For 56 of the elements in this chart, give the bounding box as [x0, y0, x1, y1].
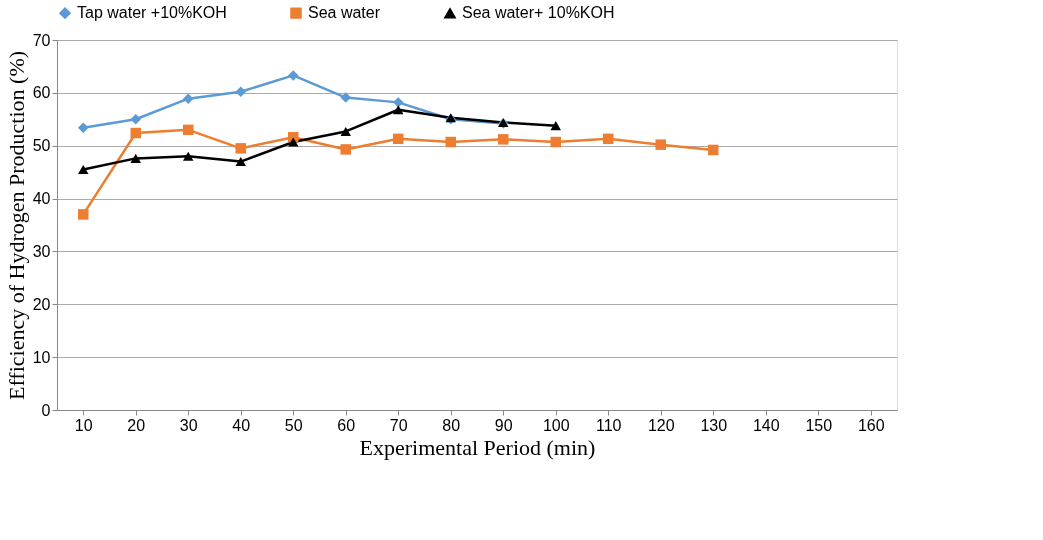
point: [550, 136, 561, 148]
point: [78, 164, 89, 175]
x-tick-label: 20: [127, 416, 146, 434]
y-tick-label: 70: [32, 31, 51, 49]
point: [288, 70, 299, 81]
x-tick-label: 130: [700, 416, 728, 434]
y-axis-title: Efficiency of Hydrogen Production (%): [3, 50, 29, 401]
x-tick-label: 60: [337, 416, 356, 434]
x-tick-label: 160: [857, 416, 885, 434]
point: [235, 157, 246, 167]
x-tick-label: 100: [542, 416, 570, 434]
point: [393, 97, 404, 108]
x-tick-label: 30: [179, 416, 198, 434]
point: [445, 136, 456, 148]
point: [550, 121, 561, 131]
point: [130, 114, 141, 125]
point: [393, 105, 404, 115]
x-tick-label: 10: [74, 416, 93, 434]
point: [340, 126, 351, 136]
point: [235, 86, 246, 98]
x-axis-title: Experimental Period (min): [359, 434, 596, 460]
x-tick-label: 80: [442, 416, 461, 434]
point: [78, 209, 89, 220]
point: [340, 92, 351, 103]
point: [235, 143, 246, 154]
x-tick-label: 50: [284, 416, 303, 434]
legend-label: Tap water +10%KOH: [77, 4, 227, 22]
y-tick-label: 20: [32, 295, 51, 313]
y-tick-label: 10: [32, 348, 51, 366]
x-tick-label: 150: [805, 416, 833, 434]
point: [393, 133, 404, 145]
x-tick-label: 120: [647, 416, 675, 434]
point: [655, 139, 666, 150]
point: [708, 144, 719, 156]
point: [498, 134, 509, 145]
point: [288, 137, 299, 147]
point: [130, 153, 141, 163]
point: [130, 127, 141, 139]
x-tick-label: 140: [752, 416, 780, 434]
y-tick-label: 30: [32, 242, 51, 260]
y-tick-label: 50: [32, 137, 51, 155]
legend-label: Sea water: [308, 4, 381, 22]
point: [340, 144, 351, 155]
x-tick-label: 40: [232, 416, 251, 434]
legend-label: Sea water+ 10%KOH: [462, 4, 615, 22]
y-tick-label: 0: [41, 401, 51, 419]
point: [183, 93, 194, 104]
point: [183, 124, 194, 136]
point: [78, 122, 89, 133]
x-tick-label: 90: [494, 416, 513, 434]
x-tick-label: 70: [389, 416, 408, 434]
y-tick-label: 40: [32, 190, 51, 208]
y-tick-label: 60: [32, 84, 51, 102]
point: [183, 151, 194, 161]
x-tick-label: 110: [595, 416, 622, 434]
point: [603, 133, 614, 145]
